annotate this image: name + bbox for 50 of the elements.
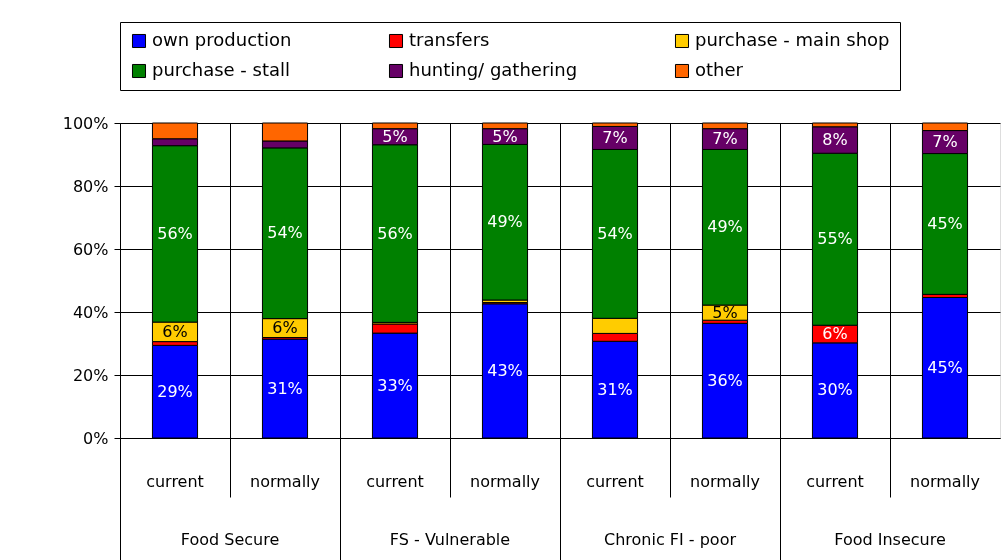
legend-label: hunting/ gathering (409, 59, 578, 80)
x-tick-label: normally (470, 471, 540, 491)
data-label: 45% (927, 357, 963, 377)
x-tick-label: normally (250, 471, 320, 491)
y-tick-label: 20% (72, 365, 109, 385)
y-tick-label: 40% (72, 302, 109, 322)
data-label: 45% (927, 213, 963, 233)
data-label: 29% (157, 381, 193, 401)
data-label: 49% (487, 212, 523, 232)
data-label: 5% (712, 302, 738, 322)
text: FS - Vulnerable (389, 530, 511, 549)
data-label: 36% (707, 370, 743, 390)
legend-label: purchase - stall (152, 59, 291, 80)
data-label: 6% (162, 321, 188, 341)
data-label: 31% (267, 378, 303, 398)
x-tick-label: normally (690, 471, 760, 491)
data-label: 8% (822, 130, 848, 150)
data-label: 7% (932, 132, 958, 152)
x-tick-label: normally (910, 471, 980, 491)
data-label: 5% (492, 126, 518, 146)
legend-label: other (695, 59, 744, 80)
text: Food Secure (180, 530, 280, 549)
data-label: 31% (597, 379, 633, 399)
x-tick-label: current (146, 471, 204, 491)
y-tick-label: 0% (83, 428, 109, 448)
data-label: 6% (272, 318, 298, 338)
x-tick-label: current (366, 471, 424, 491)
text: Food Insecure (834, 530, 946, 549)
x-tick-label: current (806, 471, 864, 491)
legend-label: purchase - main shop (695, 29, 890, 50)
data-label: 7% (602, 127, 628, 147)
data-label: 56% (377, 223, 413, 243)
data-label: 56% (157, 223, 193, 243)
y-tick-label: 100% (62, 113, 109, 133)
data-label: 5% (382, 126, 408, 146)
data-label: 7% (712, 129, 738, 149)
y-tick-label: 80% (72, 176, 109, 196)
data-label: 6% (822, 324, 848, 344)
data-label: 55% (817, 229, 853, 249)
data-label: 54% (597, 223, 633, 243)
data-label: 30% (817, 380, 853, 400)
data-label: 33% (377, 375, 413, 395)
y-tick-label: 60% (72, 239, 109, 259)
data-label: 54% (267, 223, 303, 243)
text: Chronic FI - poor (604, 530, 737, 549)
data-label: 43% (487, 360, 523, 380)
data-label: 49% (707, 217, 743, 237)
x-tick-label: current (586, 471, 644, 491)
legend-label: transfers (409, 29, 490, 50)
legend-label: own production (152, 29, 292, 50)
